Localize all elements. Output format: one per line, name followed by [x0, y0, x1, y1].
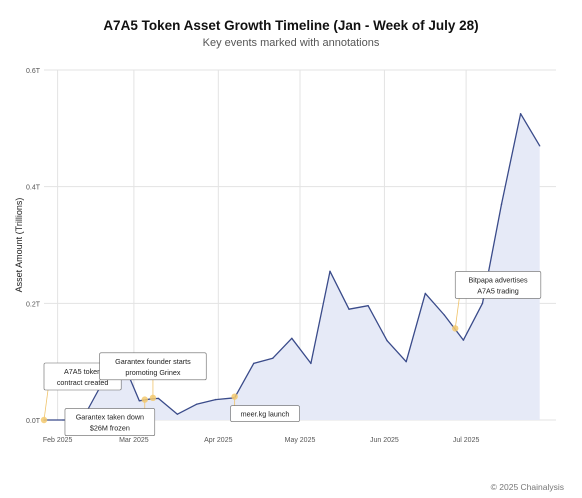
annotation-text: Bitpapa advertises [468, 275, 528, 284]
annotation-marker [141, 396, 148, 403]
x-tick-label: Feb 2025 [43, 437, 73, 444]
data-point [252, 362, 255, 365]
annotation-leader [454, 298, 460, 329]
series-area [44, 113, 540, 420]
annotation-box [230, 405, 300, 422]
data-point [443, 314, 446, 316]
x-tick-label: Jun 2025 [370, 437, 399, 444]
data-point [157, 397, 160, 400]
data-point [538, 145, 541, 147]
annotation-marker [231, 393, 238, 400]
annotation-box [64, 408, 156, 436]
y-tick-label: 0.6T [26, 68, 41, 75]
annotation-marker [149, 394, 157, 402]
y-tick-label: 0.4T [26, 185, 41, 192]
data-point [481, 302, 484, 305]
annotation-marker [452, 325, 459, 332]
data-point [214, 398, 217, 401]
annotation-text: contract created [57, 378, 109, 387]
x-tick-label: Jul 2025 [453, 437, 480, 444]
data-point [176, 413, 179, 415]
annotation-text: meer.kg launch [241, 410, 290, 419]
chart-title: A7A5 Token Asset Growth Timeline (Jan - … [103, 18, 479, 33]
annotation-text: $26M frozen [90, 424, 130, 433]
data-point [271, 357, 274, 359]
data-point [195, 403, 198, 406]
chart-credit: © 2025 Chainalysis [490, 482, 564, 492]
annotation-box [99, 352, 207, 381]
y-axis-label: Asset Amount (Trillions) [14, 198, 24, 293]
x-tick-label: Mar 2025 [119, 437, 149, 444]
data-point [310, 362, 312, 365]
annotation-leader [43, 389, 49, 421]
annotation-text: Garantex founder starts [115, 357, 191, 366]
annotation-marker [40, 416, 48, 424]
data-point [291, 337, 293, 340]
y-tick-label: 0.0T [26, 418, 41, 425]
data-point [367, 304, 369, 307]
data-point [519, 112, 522, 115]
annotation-box [454, 271, 542, 299]
data-point [348, 308, 350, 310]
y-tick-label: 0.2T [26, 301, 41, 308]
data-point [329, 270, 331, 273]
data-point [405, 360, 408, 363]
annotation-text: A7A5 trading [477, 286, 519, 295]
data-point [500, 203, 503, 205]
x-tick-label: May 2025 [285, 437, 316, 444]
data-point [424, 292, 427, 295]
annotation-text: A7A5 token [64, 367, 101, 376]
annotation-text: Garantex taken down [76, 413, 144, 422]
data-point [62, 419, 64, 421]
chart-subtitle: Key events marked with annotations [202, 37, 380, 49]
x-tick-label: Apr 2025 [204, 437, 233, 444]
data-point [462, 339, 465, 341]
data-point [386, 339, 388, 342]
annotation-text: promoting Grinex [125, 368, 181, 377]
data-point [138, 399, 141, 402]
